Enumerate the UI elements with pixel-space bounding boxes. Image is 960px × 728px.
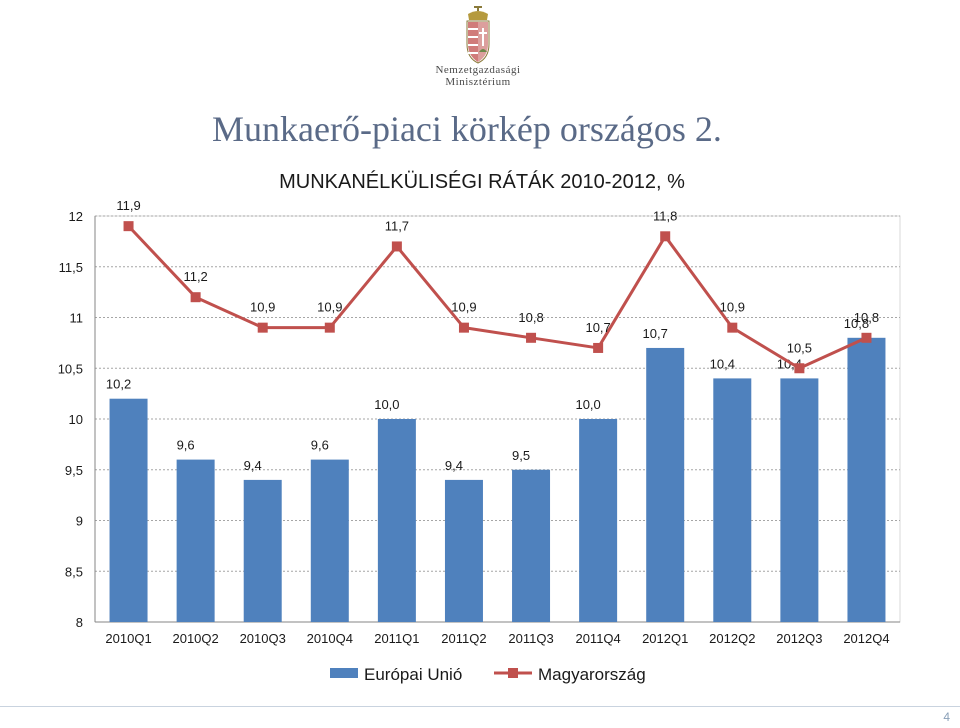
chart: 8 8,5 9 9,5 10 10,5 11 11,5 12 MUNKANÉLKÜLISÉGI R… [58,170,901,684]
line-marker [727,322,738,333]
bar-data-label: 9,5 [512,448,530,463]
bar [243,479,282,622]
line-marker [660,231,671,242]
bar [713,378,752,622]
line-data-label: 10,9 [317,300,342,315]
y-tick-label: 11,5 [59,260,83,275]
bar-data-label: 10,8 [844,316,869,331]
y-tick-label: 8,5 [65,564,83,579]
bar [109,398,148,622]
footer-divider [0,706,960,707]
x-tick-label: 2012Q3 [776,631,822,646]
x-tick-label: 2012Q4 [843,631,889,646]
line-data-label: 10,8 [854,310,879,325]
x-tick-label: 2012Q2 [709,631,755,646]
ministry-name-line1: Nemzetgazdasági [435,64,521,76]
line-data-label: 11,2 [183,269,207,284]
line-marker [526,332,537,343]
x-tick-label: 2012Q1 [642,631,688,646]
line-data-label: 10,7 [585,320,610,335]
y-tick-label: 11 [70,311,84,326]
line-series-magyarorszag [127,225,868,370]
line-marker [458,322,469,333]
line-marker [391,241,402,252]
line-data-label: 11,8 [653,208,677,223]
bar-data-label: 10,0 [575,397,600,412]
legend-marker-magyarorszag [508,668,518,678]
bar-data-label: 9,6 [177,438,195,453]
bar-data-label: 9,6 [311,438,329,453]
bar-data-label: 9,4 [244,458,262,473]
bar [377,419,416,622]
line-data-label: 11,7 [385,218,409,233]
coat-of-arms-icon [466,6,490,64]
line-data-label: 11,9 [116,198,140,213]
line-data-label: 10,5 [787,340,812,355]
bar-data-label: 10,4 [710,356,735,371]
bar [176,459,215,622]
line-marker [861,332,872,343]
line-data-label: 10,9 [451,300,476,315]
line-marker [794,363,805,374]
ministry-name-line2: Minisztérium [445,76,511,88]
line-marker [190,292,201,303]
bar-data-label: 10,0 [374,397,399,412]
line-data-label: 10,9 [250,300,275,315]
x-tick-label: 2010Q4 [307,631,353,646]
bar [780,378,819,622]
chart-title: MUNKANÉLKÜLISÉGI RÁTÁK 2010-2012, % [279,170,685,193]
bar [579,419,618,622]
x-tick-label: 2011Q1 [374,631,419,646]
legend-label-magyarorszag: Magyarország [538,665,646,684]
legend-swatch-europai-unio [330,668,358,678]
y-tick-label: 10,5 [58,361,83,376]
line-marker [324,322,335,333]
x-tick-label: 2010Q1 [105,631,151,646]
y-tick-label: 12 [69,209,83,224]
line-marker [257,322,268,333]
y-tick-label: 9,5 [65,463,83,478]
bar-data-label: 9,4 [445,458,463,473]
bar-data-label: 10,2 [106,377,131,392]
bar-data-label: 10,7 [643,326,668,341]
line-marker [123,221,134,232]
line-data-label: 10,9 [720,300,745,315]
line-marker [593,342,604,353]
x-tick-label: 2010Q2 [172,631,218,646]
line-data-label: 10,8 [518,310,543,325]
slide-title: Munkaerő-piaci körkép országos 2. [212,109,722,149]
x-tick-label: 2010Q3 [240,631,286,646]
x-tick-label: 2011Q3 [508,631,553,646]
bar [310,459,349,622]
x-tick-label: 2011Q2 [441,631,486,646]
legend-label-europai-unio: Európai Unió [364,665,462,684]
bar [847,337,886,622]
y-tick-label: 8 [76,615,83,630]
page-number: 4 [943,710,950,724]
bar [646,347,685,622]
bar [512,469,551,622]
ministry-logo: Nemzetgazdasági Minisztérium [420,6,536,98]
y-tick-label: 9 [76,514,83,529]
x-tick-label: 2011Q4 [575,631,620,646]
y-tick-label: 10 [69,412,83,427]
bar [444,479,483,622]
